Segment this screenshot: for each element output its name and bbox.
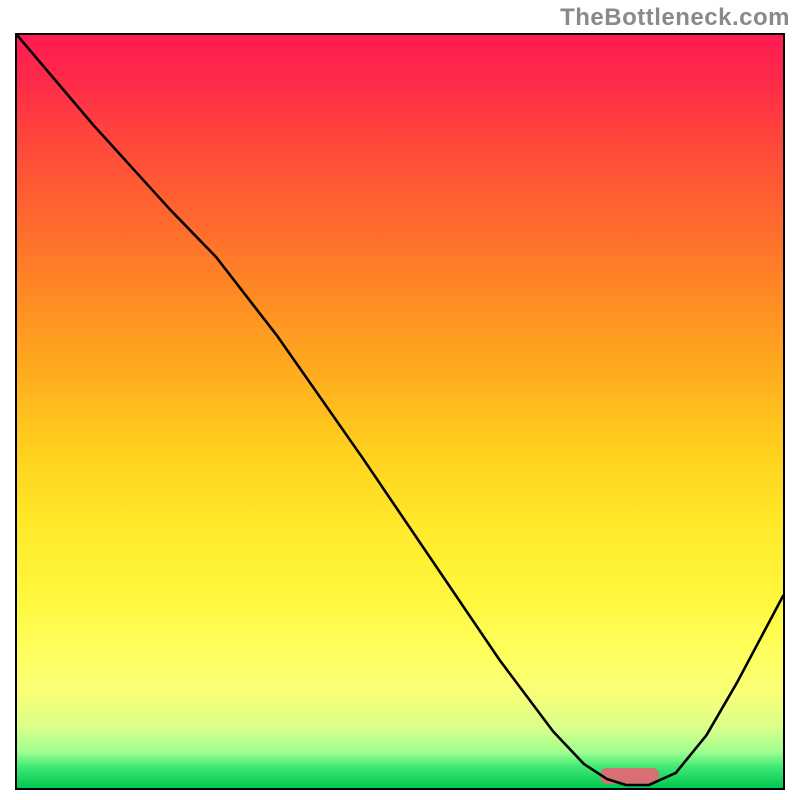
optimum-marker	[601, 768, 659, 784]
line-layer	[17, 35, 783, 788]
chart-root: { "watermark": { "text": "TheBottleneck.…	[0, 0, 800, 800]
watermark-text: TheBottleneck.com	[560, 4, 790, 32]
curve-line	[17, 35, 783, 785]
plot-area	[15, 33, 785, 790]
